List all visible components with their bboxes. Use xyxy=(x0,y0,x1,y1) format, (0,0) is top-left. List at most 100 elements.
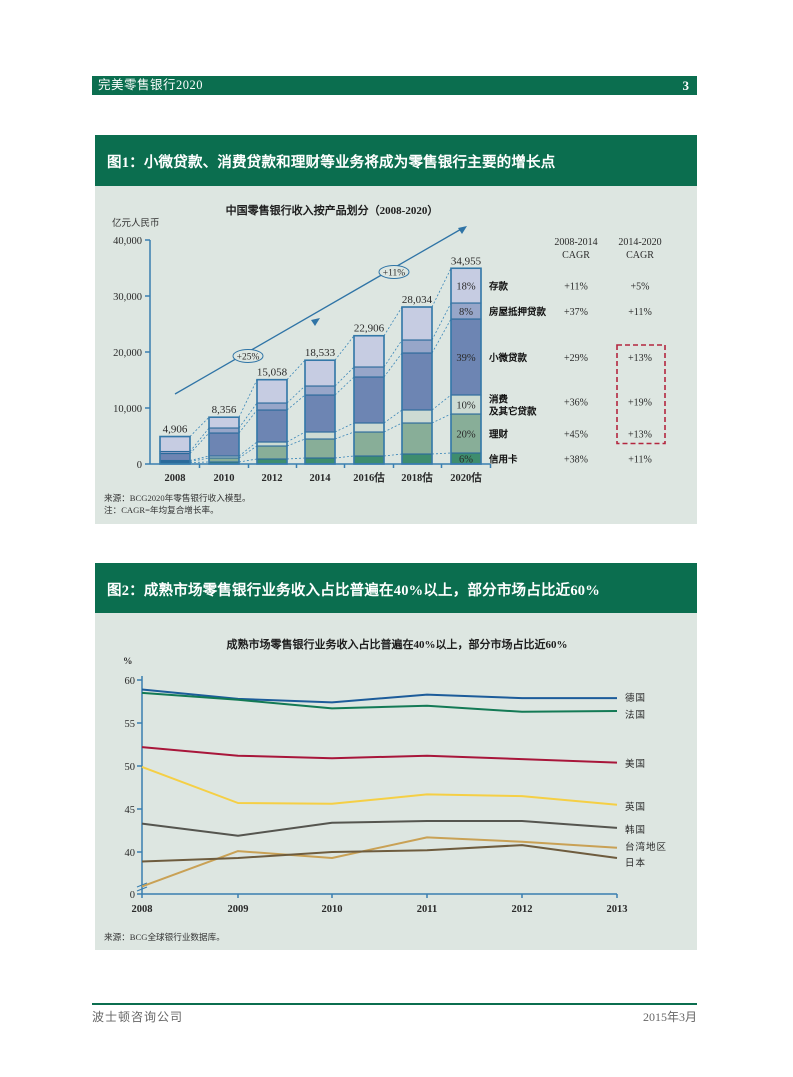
x-tick-label: 2010 xyxy=(214,473,235,484)
connector-line xyxy=(334,422,355,433)
share-label: 20% xyxy=(456,430,476,441)
bar-segment xyxy=(208,457,240,463)
connector-line xyxy=(334,335,355,361)
share-label: 8% xyxy=(459,307,473,318)
y-tick-label: 55 xyxy=(125,719,136,730)
connector-line xyxy=(383,352,403,378)
x-tick-label: 2008 xyxy=(165,473,186,484)
bar-segment xyxy=(208,427,240,434)
growth-trend-arrow: +25% +11% xyxy=(174,226,467,395)
bar-segment xyxy=(256,445,288,460)
category-label-line: 信用卡 xyxy=(489,454,518,466)
cagr-2008-2014-value: +29% xyxy=(564,353,588,364)
cagr-2008-2014-value: +11% xyxy=(564,282,588,293)
x-tick-label: 2012 xyxy=(262,473,283,484)
bar-2014: 18,533 2014 xyxy=(304,347,336,484)
series-label: 英国 xyxy=(625,801,646,813)
cagr-header-label: CAGR xyxy=(562,250,590,261)
category-label-line: 消费 xyxy=(489,394,509,406)
footer-publisher: 波士顿咨询公司 xyxy=(92,1010,184,1024)
cagr-2014-2020-value: +13% xyxy=(628,430,652,441)
connector-line xyxy=(286,431,306,443)
connector-line xyxy=(238,409,258,434)
figure-1-source: 来源：BCG2020年零售银行收入模型。 xyxy=(104,493,251,503)
connector-line xyxy=(431,394,452,411)
bar-segment xyxy=(208,416,240,429)
bar-segment xyxy=(401,453,433,465)
bar-total-label: 22,906 xyxy=(354,323,385,335)
cagr-2008-2014-value: +38% xyxy=(564,455,588,466)
connector-line xyxy=(383,339,403,368)
series-line xyxy=(141,844,618,863)
running-header: 完美零售银行2020 3 xyxy=(92,76,697,95)
series-line xyxy=(141,820,618,837)
category-label-line: 房屋抵押贷款 xyxy=(489,306,547,318)
cagr-2014-2020-value: +19% xyxy=(628,398,652,409)
connector-line xyxy=(189,457,210,462)
connector-line xyxy=(383,422,403,433)
connector-line xyxy=(383,453,403,457)
category-label: 小微贷款 xyxy=(488,352,528,364)
connector-line xyxy=(334,366,355,387)
bar-total-label: 8,356 xyxy=(212,404,237,416)
share-label: 39% xyxy=(456,353,476,364)
series-label: 美国 xyxy=(625,758,646,770)
bar-total-label: 15,058 xyxy=(257,367,288,379)
share-label: 18% xyxy=(456,282,476,293)
connector-line xyxy=(286,438,306,447)
bar-segment xyxy=(304,431,336,440)
category-label: 信用卡 xyxy=(489,454,518,466)
bar-segment xyxy=(159,452,191,462)
bar-segment xyxy=(304,438,336,459)
category-label-line: 及其它贷款 xyxy=(489,406,537,418)
y-tick-label: 0 xyxy=(130,890,135,901)
figure-1-header: 图1：小微贷款、消费贷款和理财等业务将成为零售银行主要的增长点 xyxy=(95,135,697,186)
chart-title: 成熟市场零售银行业务收入占比普遍在40%以上，部分市场占比近60% xyxy=(227,637,568,651)
cagr-header-period: 2014-2020 xyxy=(618,237,661,248)
figure-2-source: 来源：BCG全球银行业数据库。 xyxy=(104,932,225,942)
bar-segment xyxy=(353,455,385,465)
x-tick-label: 2020估 xyxy=(450,471,482,484)
figure-2-title: 图2：成熟市场零售银行业务收入占比普遍在40%以上，部分市场占比近60% xyxy=(107,583,600,599)
category-label: 消费及其它贷款 xyxy=(489,394,537,418)
bar-segment xyxy=(353,422,385,433)
bar-2008: 4,906 2008 xyxy=(159,424,191,484)
connector-line xyxy=(189,416,210,437)
arrowhead-icon xyxy=(458,226,467,234)
figure-2-panel: 成熟市场零售银行业务收入占比普遍在40%以上，部分市场占比近60%% 0 40 45 5… xyxy=(95,613,697,950)
document-title: 完美零售银行2020 xyxy=(98,78,204,92)
y-tick-label: 60 xyxy=(125,676,136,687)
y-axis-unit-label: % xyxy=(123,657,133,667)
bar-2010: 8,356 2010 xyxy=(208,404,240,484)
y-axis-unit-label: 亿元人民币 xyxy=(112,217,160,229)
connector-line xyxy=(431,318,452,354)
cagr-2014-2020-value: +13% xyxy=(628,353,652,364)
figure-1-panel: 中国零售银行收入按产品划分（2008-2020） 亿元人民币 +25% +11% 0 10… xyxy=(95,186,697,524)
x-tick-label: 2013 xyxy=(607,904,628,915)
y-tick-label: 10,000 xyxy=(113,404,142,415)
y-tick-label: 40,000 xyxy=(113,236,142,247)
connector-line xyxy=(189,455,210,461)
bar-2012: 15,058 2012 xyxy=(256,367,288,484)
chart-title: 中国零售银行收入按产品划分（2008-2020） xyxy=(226,203,439,217)
bar-segment xyxy=(256,441,288,447)
x-tick-label: 2010 xyxy=(322,904,343,915)
bar-total-label: 34,955 xyxy=(451,255,482,267)
bar-total-label: 4,906 xyxy=(163,424,188,436)
x-tick-label: 2009 xyxy=(228,904,249,915)
bar-total-label: 18,533 xyxy=(305,347,336,359)
category-label: 理财 xyxy=(489,429,509,441)
footer-divider xyxy=(92,1003,697,1005)
x-tick-label: 2014 xyxy=(310,473,332,484)
connector-line xyxy=(383,409,403,424)
series-label: 台湾地区 xyxy=(625,841,667,853)
retail-share-line-chart: 成熟市场零售银行业务收入占比普遍在40%以上，部分市场占比近60%% 0 40 45 5… xyxy=(123,637,667,915)
category-label: 存款 xyxy=(488,281,509,293)
bar-segment xyxy=(256,402,288,411)
connector-line xyxy=(383,306,403,336)
category-label-line: 小微贷款 xyxy=(488,352,528,364)
bar-segment xyxy=(353,366,385,378)
growth-rate-ellipse xyxy=(232,349,264,363)
footer-date: 2015年3月 xyxy=(642,1010,697,1024)
connector-line xyxy=(286,359,306,380)
